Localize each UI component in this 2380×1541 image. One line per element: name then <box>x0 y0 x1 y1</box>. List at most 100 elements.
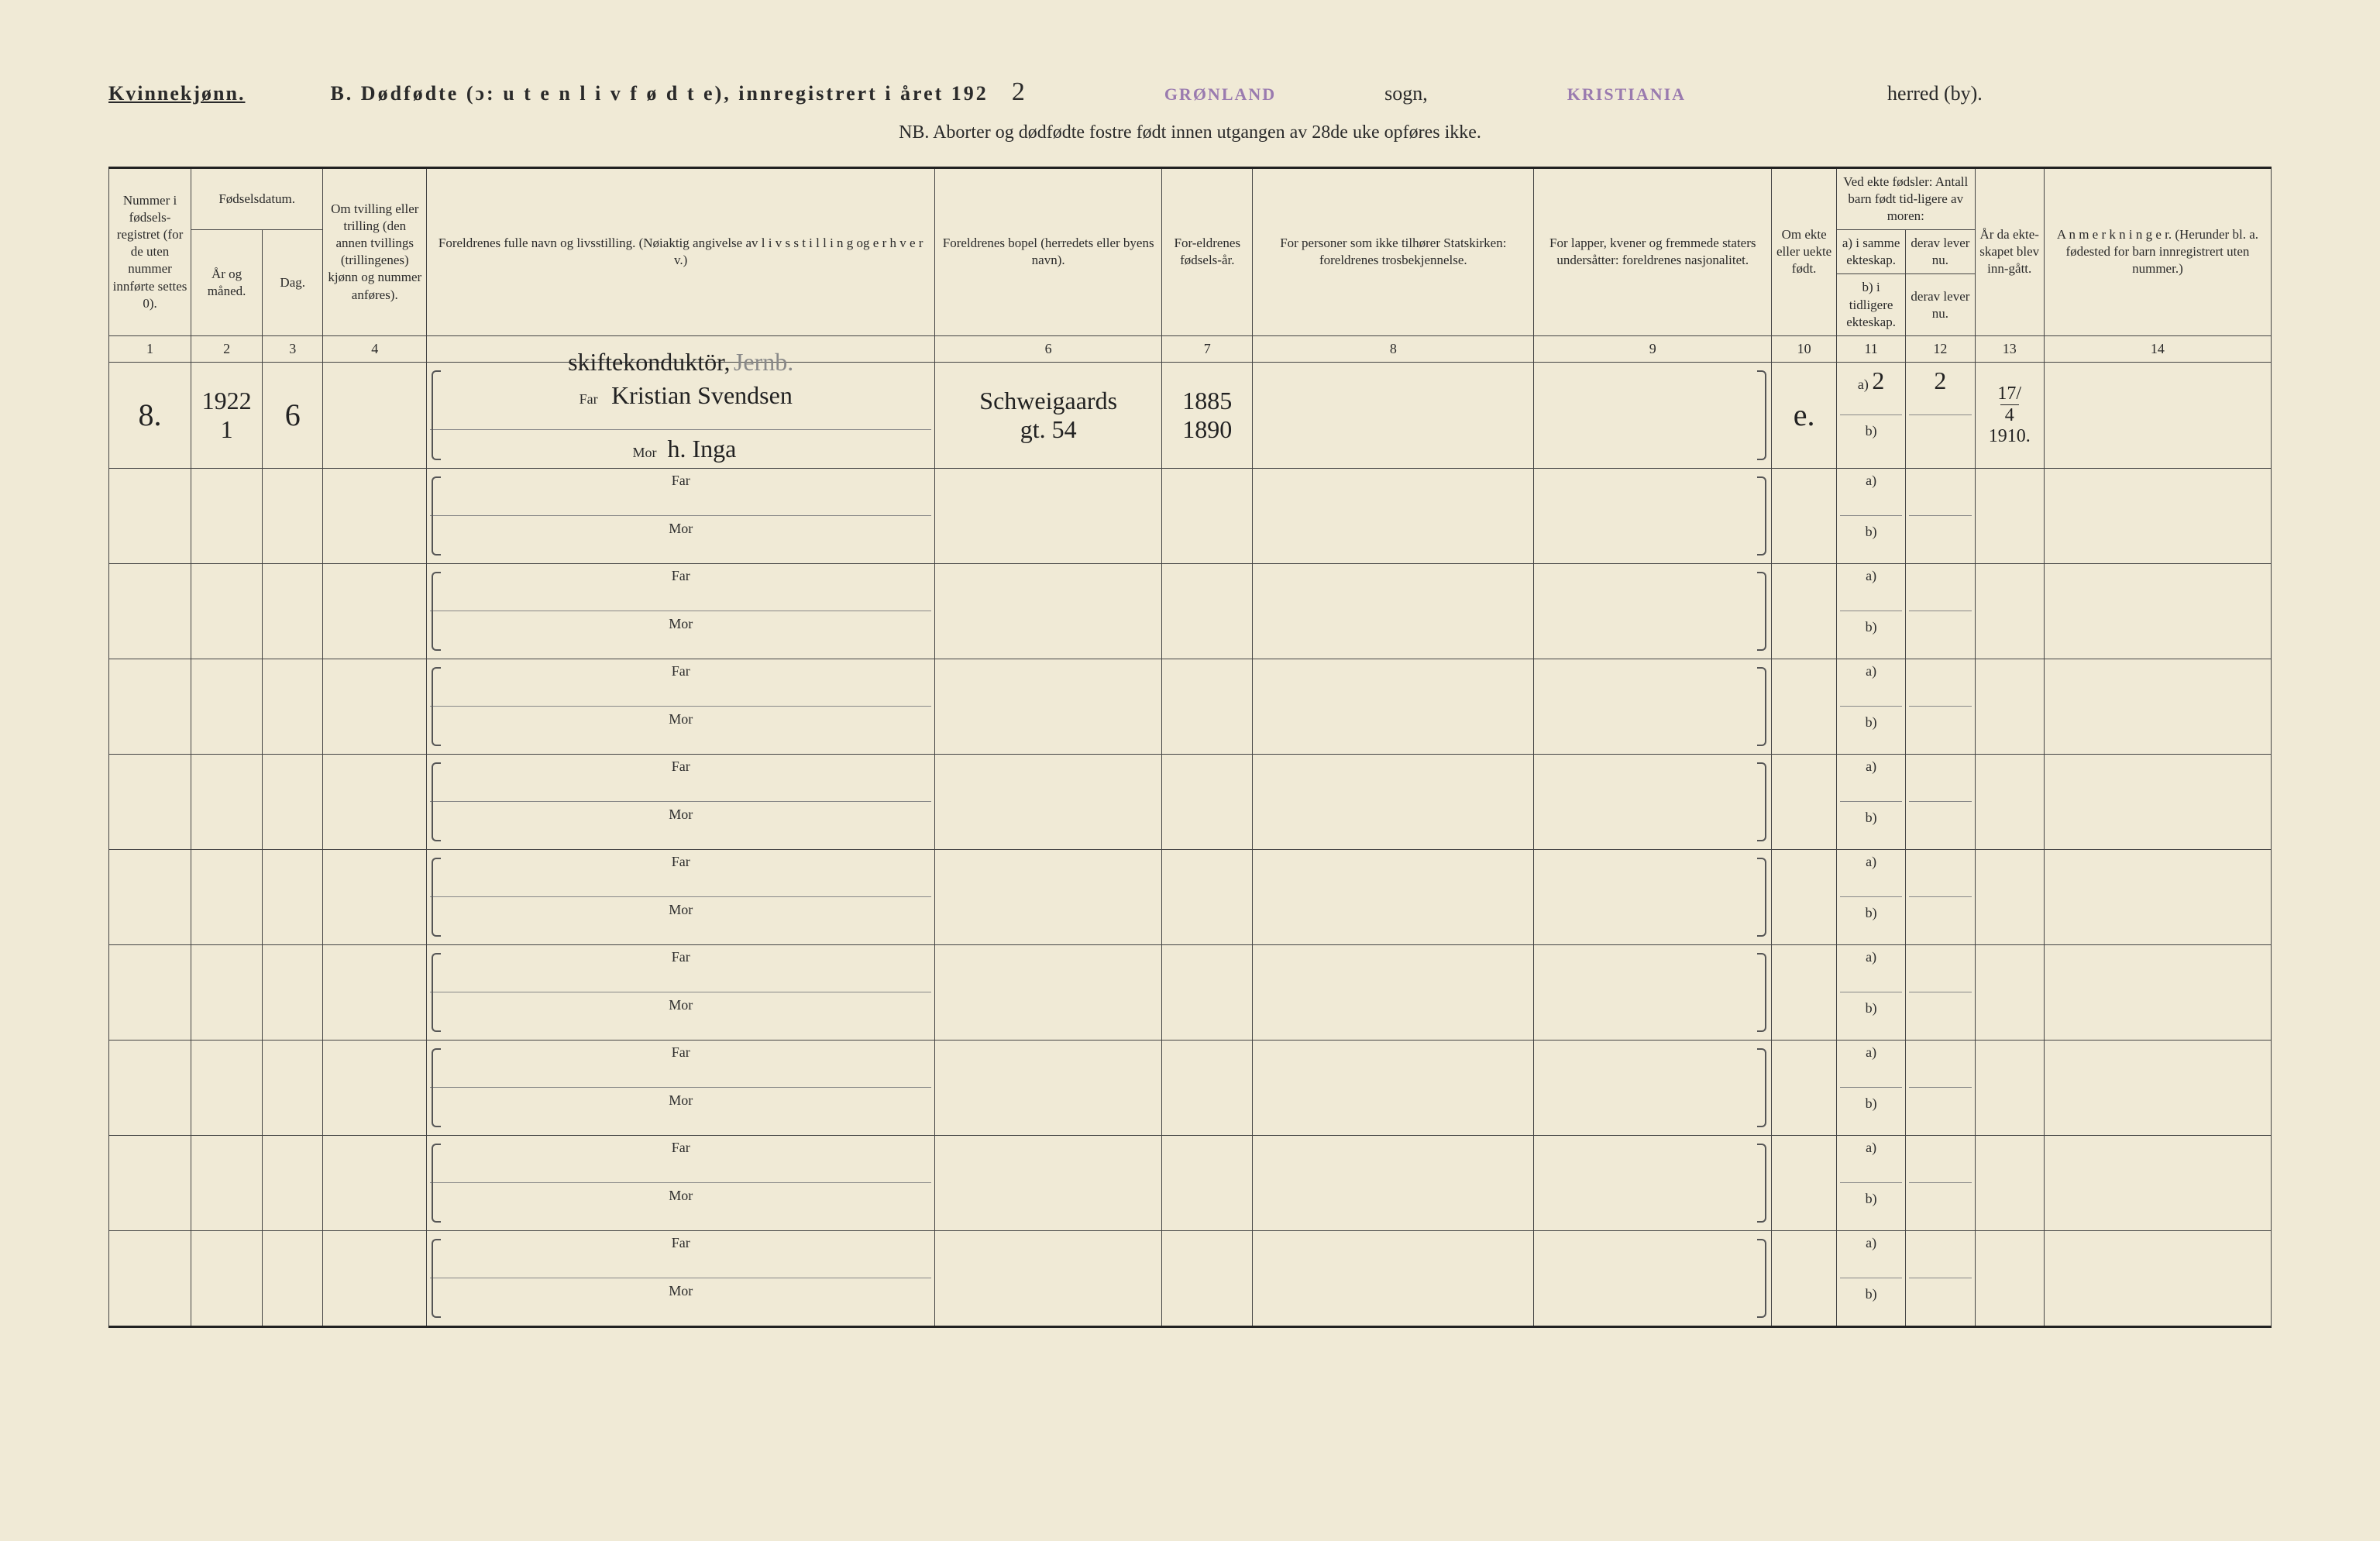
col-10-header: Om ekte eller uekte født. <box>1772 168 1837 336</box>
gender-label: Kvinnekjønn. <box>108 82 245 105</box>
cell <box>1162 563 1253 659</box>
entry-row-empty: Far Mor a) b) <box>109 944 2272 1040</box>
cell <box>323 1230 427 1326</box>
bracket-right-icon <box>1757 953 1766 1032</box>
entry-year-month: 1922 1 <box>191 362 263 468</box>
cell-parents: Far Mor <box>427 754 935 849</box>
cell <box>191 1230 263 1326</box>
col-11-top-header: Ved ekte fødsler: Antall barn født tid-l… <box>1836 168 1975 230</box>
herred-label: herred (by). <box>1887 82 1983 105</box>
colnum: 1 <box>109 335 191 362</box>
col-6-header: Foreldrenes bopel (herredets eller byens… <box>935 168 1162 336</box>
col-2-top-header: Fødselsdatum. <box>191 168 323 230</box>
col-8-header: For personer som ikke tilhører Statskirk… <box>1253 168 1534 336</box>
colnum: 12 <box>1906 335 1975 362</box>
entry-row-empty: Far Mor a) b) <box>109 1040 2272 1135</box>
cell <box>2044 1135 2271 1230</box>
cell-ab: a) b) <box>1836 944 1905 1040</box>
cell-ab <box>1906 659 1975 754</box>
cell <box>109 944 191 1040</box>
cell <box>109 754 191 849</box>
entry-row-empty: Far Mor a) b) <box>109 754 2272 849</box>
cell <box>1162 1040 1253 1135</box>
table-header: Nummer i fødsels-registret (for de uten … <box>109 168 2272 363</box>
bracket-left-icon <box>432 667 441 746</box>
cell <box>935 659 1162 754</box>
col-1-header: Nummer i fødsels-registret (for de uten … <box>109 168 191 336</box>
bracket-left-icon <box>432 370 441 460</box>
cell <box>2044 849 2271 944</box>
bracket-left-icon <box>432 858 441 937</box>
entry-children-a: a) 2 b) <box>1836 362 1905 468</box>
cell <box>263 563 323 659</box>
nb-note: NB. Aborter og dødfødte fostre født inne… <box>108 122 2272 143</box>
entry-row-empty: Far Mor a) b) <box>109 563 2272 659</box>
cell <box>1162 659 1253 754</box>
cell <box>1162 754 1253 849</box>
cell <box>263 659 323 754</box>
cell <box>1534 1135 1772 1230</box>
cell <box>1975 944 2044 1040</box>
cell <box>1534 849 1772 944</box>
cell <box>1534 563 1772 659</box>
cell <box>1253 754 1534 849</box>
cell <box>1772 1135 1837 1230</box>
colnum: 10 <box>1772 335 1837 362</box>
col-2a-header: År og måned. <box>191 230 263 335</box>
cell-ab <box>1906 563 1975 659</box>
cell <box>2044 1230 2271 1326</box>
colnum: 11 <box>1836 335 1905 362</box>
cell <box>323 944 427 1040</box>
cell-parents: Far Mor <box>427 659 935 754</box>
cell <box>1772 849 1837 944</box>
colnum: 14 <box>2044 335 2271 362</box>
cell-ab <box>1906 754 1975 849</box>
cell <box>1772 1040 1837 1135</box>
cell <box>935 1040 1162 1135</box>
cell <box>2044 944 2271 1040</box>
cell <box>109 563 191 659</box>
cell <box>263 849 323 944</box>
col-5-header: Foreldrenes fulle navn og livsstilling. … <box>427 168 935 336</box>
register-table: Nummer i fødsels-registret (for de uten … <box>108 167 2272 1328</box>
entry-number: 8. <box>109 362 191 468</box>
bracket-left-icon <box>432 572 441 651</box>
cell-parents: Far Mor <box>427 563 935 659</box>
sogn-label: sogn, <box>1384 82 1428 105</box>
cell-ab: a) b) <box>1836 659 1905 754</box>
colnum: 6 <box>935 335 1162 362</box>
bracket-right-icon <box>1757 1144 1766 1223</box>
cell <box>935 468 1162 563</box>
cell <box>935 563 1162 659</box>
cell <box>1772 754 1837 849</box>
cell <box>2044 659 2271 754</box>
cell-parents: Far Mor <box>427 1135 935 1230</box>
col-11b-header: b) i tidligere ekteskap. <box>1836 274 1905 335</box>
cell <box>1253 1230 1534 1326</box>
cell <box>109 468 191 563</box>
col-11a-header: a) i samme ekteskap. <box>1836 230 1905 274</box>
cell <box>263 944 323 1040</box>
bracket-right-icon <box>1757 858 1766 937</box>
bracket-right-icon <box>1757 667 1766 746</box>
document-page: Kvinnekjønn. B. Dødfødte (ɔ: u t e n l i… <box>0 0 2380 1541</box>
cell <box>1975 563 2044 659</box>
cell <box>323 563 427 659</box>
col-14-header: A n m e r k n i n g e r. (Herunder bl. a… <box>2044 168 2271 336</box>
bracket-left-icon <box>432 762 441 841</box>
cell <box>263 468 323 563</box>
cell <box>109 849 191 944</box>
cell <box>1253 659 1534 754</box>
cell <box>1162 468 1253 563</box>
colnum: 13 <box>1975 335 2044 362</box>
cell <box>1253 849 1534 944</box>
cell <box>1162 1230 1253 1326</box>
cell-ab <box>1906 849 1975 944</box>
cell <box>2044 1040 2271 1135</box>
cell-ab <box>1906 944 1975 1040</box>
cell <box>935 944 1162 1040</box>
cell <box>191 563 263 659</box>
entry-row-empty: Far Mor a) b) <box>109 468 2272 563</box>
cell-parents: Far Mor <box>427 468 935 563</box>
col-7-header: For-eldrenes fødsels-år. <box>1162 168 1253 336</box>
